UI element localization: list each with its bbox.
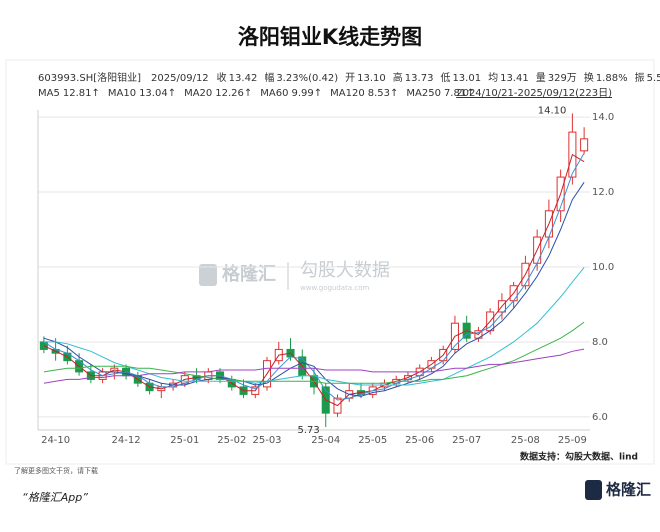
quote-label: 低 — [440, 71, 450, 84]
quote-value: 3.23%(0.42) — [276, 73, 338, 84]
ma-line — [43, 321, 585, 384]
quote-label: 均 — [488, 72, 498, 84]
y-tick-label: 14.0 — [592, 112, 614, 123]
quote-value: 329万 — [548, 73, 577, 84]
ma-line — [43, 182, 585, 397]
watermark-url: www.gogudata.com — [300, 284, 369, 292]
quote-value: 1.88% — [596, 73, 628, 84]
x-tick-label: 25-06 — [405, 435, 434, 446]
x-tick-label: 24-12 — [112, 435, 141, 446]
quote-value: 13.73 — [405, 73, 434, 84]
x-tick-label: 25-09 — [558, 435, 587, 446]
quote-label: 量 — [536, 72, 546, 84]
legend-value: 13.04↑ — [139, 88, 176, 99]
quote-label: 换 — [584, 71, 594, 84]
promo-text: 了解更多图文干货，请下载 — [14, 466, 98, 475]
symbol: 603993.SH[洛阳钼业] — [38, 71, 141, 84]
x-tick-label: 25-08 — [511, 435, 540, 446]
legend-value: 8.53↑ — [368, 88, 399, 99]
quote-label: 高 — [393, 71, 403, 84]
x-tick-label: 24-10 — [41, 435, 70, 446]
quote-date: 2025/09/12 — [151, 73, 209, 84]
y-tick-label: 6.0 — [592, 412, 608, 423]
quote-value: 13.42 — [229, 73, 258, 84]
data-source: 数据支持：勾股大数据、lind — [520, 451, 638, 463]
x-tick-label: 25-04 — [311, 435, 340, 446]
quote-value: 13.01 — [452, 73, 481, 84]
chart-title: 洛阳钼业K线走势图 — [238, 25, 422, 49]
watermark-icon — [199, 264, 217, 286]
ma-line — [43, 348, 585, 384]
footer-logo: 格隆汇 — [606, 481, 651, 499]
quote-label: 开 — [345, 73, 355, 84]
x-tick-label: 25-01 — [170, 435, 199, 446]
ma-line — [43, 152, 585, 401]
legend-value: 7.81↑ — [444, 88, 475, 99]
x-tick-label: 25-07 — [452, 435, 481, 446]
y-tick-label: 10.0 — [592, 262, 614, 273]
x-tick-label: 25-05 — [358, 435, 387, 446]
quote-label: 幅 — [264, 71, 274, 84]
watermark-brand: 格隆汇 — [222, 263, 276, 285]
candle-body — [580, 138, 589, 152]
chart-card — [5, 59, 655, 465]
app-name: “格隆汇App” — [22, 491, 88, 504]
ma-line — [43, 267, 585, 386]
extreme-label: 14.10 — [538, 105, 567, 116]
legend-name: MA10 — [108, 88, 136, 99]
quote-value: 13.10 — [357, 73, 386, 84]
quote-label: 振 — [635, 71, 645, 84]
legend-name: MA120 — [330, 88, 365, 99]
y-tick-label: 12.0 — [592, 187, 614, 198]
logo-icon — [585, 480, 602, 500]
x-tick-label: 25-03 — [252, 435, 281, 446]
legend-name: MA20 — [184, 88, 212, 99]
y-tick-label: 8.0 — [592, 337, 608, 348]
quote-value: 5.54% — [647, 73, 660, 84]
legend-name: MA250 — [406, 88, 441, 99]
legend-name: MA5 — [38, 88, 60, 99]
extreme-label: 5.73 — [297, 425, 319, 436]
quote-value: 13.41 — [500, 73, 529, 84]
watermark-partner: 勾股大数据 — [300, 260, 390, 281]
legend-value: 12.81↑ — [63, 88, 100, 99]
legend-name: MA60 — [260, 88, 288, 99]
date-range: 2024/10/21-2025/09/12(223日) — [456, 88, 612, 99]
legend-value: 12.26↑ — [215, 88, 252, 99]
x-tick-label: 25-02 — [217, 435, 246, 446]
legend-value: 9.99↑ — [292, 88, 323, 99]
quote-label: 收 — [217, 71, 227, 84]
